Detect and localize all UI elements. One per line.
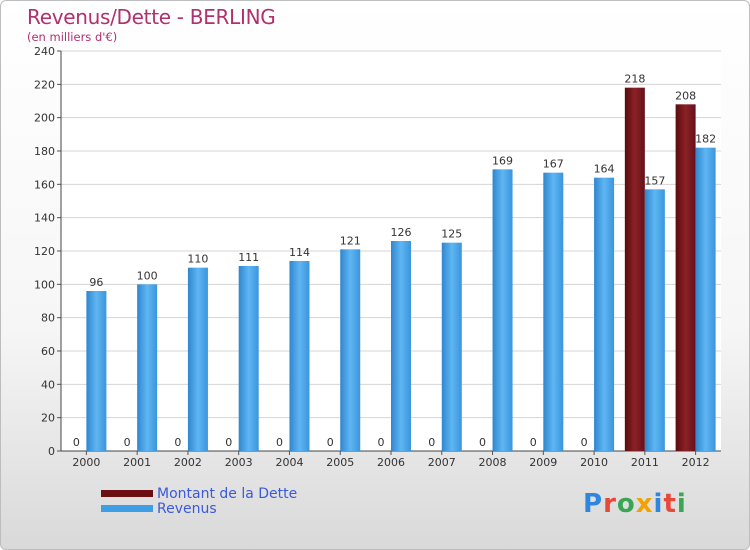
x-tick-label: 2000 <box>72 456 100 469</box>
y-tick-label: 200 <box>34 112 55 125</box>
data-label-revenue: 169 <box>492 154 513 167</box>
data-label-revenue: 182 <box>695 133 716 146</box>
data-label-revenue: 125 <box>441 228 462 241</box>
legend-label-revenue: Revenus <box>157 501 217 517</box>
x-tick-label: 2001 <box>123 456 151 469</box>
x-tick-label: 2007 <box>428 456 456 469</box>
y-tick-label: 100 <box>34 278 55 291</box>
legend-swatch-debt <box>101 489 153 497</box>
x-tick-label: 2003 <box>225 456 253 469</box>
data-label-revenue: 167 <box>543 158 564 171</box>
logo-letter: x <box>635 489 654 519</box>
bar-debt <box>675 104 696 451</box>
x-tick-label: 2011 <box>631 456 659 469</box>
x-tick-label: 2002 <box>174 456 202 469</box>
logo-letter: r <box>603 489 617 519</box>
y-tick-label: 220 <box>34 78 55 91</box>
data-label-revenue: 111 <box>238 251 259 264</box>
logo-letter: o <box>616 489 636 519</box>
data-label-revenue: 100 <box>137 269 158 282</box>
y-tick-label: 240 <box>34 45 55 58</box>
proxiti-logo: Proxiti <box>583 489 687 519</box>
x-tick-label: 2010 <box>580 456 608 469</box>
data-label-revenue: 114 <box>289 246 310 259</box>
bar-revenue <box>238 266 259 451</box>
bar-revenue <box>86 291 107 451</box>
legend-item-debt: Montant de la Dette <box>101 487 297 502</box>
data-label-revenue: 110 <box>187 253 208 266</box>
data-label-debt: 218 <box>624 73 645 86</box>
bar-revenue <box>391 241 411 451</box>
data-label-revenue: 126 <box>391 226 412 239</box>
data-label-debt: 208 <box>675 89 696 102</box>
bar-revenue <box>137 284 158 451</box>
logo-letter: t <box>663 489 677 519</box>
y-tick-label: 140 <box>34 212 55 225</box>
bar-revenue <box>340 249 361 451</box>
data-label-debt: 0 <box>276 436 283 449</box>
legend-label-debt: Montant de la Dette <box>157 486 298 502</box>
bar-revenue <box>695 147 716 451</box>
legend: Montant de la Dette Revenus <box>101 487 297 517</box>
x-tick-label: 2009 <box>529 456 557 469</box>
x-tick-label: 2012 <box>682 456 710 469</box>
y-tick-label: 160 <box>34 178 55 191</box>
x-tick-label: 2006 <box>377 456 405 469</box>
x-tick-label: 2008 <box>479 456 507 469</box>
y-tick-label: 0 <box>48 445 55 458</box>
logo-letter: P <box>583 489 604 519</box>
x-tick-label: 2004 <box>275 456 303 469</box>
data-label-revenue: 96 <box>89 276 103 289</box>
data-label-debt: 0 <box>378 436 385 449</box>
y-tick-label: 120 <box>34 245 55 258</box>
y-tick-label: 60 <box>41 345 55 358</box>
data-label-debt: 0 <box>581 436 588 449</box>
data-label-debt: 0 <box>174 436 181 449</box>
data-label-debt: 0 <box>530 436 537 449</box>
data-label-debt: 0 <box>327 436 334 449</box>
legend-swatch-revenue <box>101 504 153 512</box>
bar-revenue <box>441 242 462 451</box>
bar-revenue <box>289 261 310 451</box>
y-tick-label: 20 <box>41 412 55 425</box>
y-tick-label: 40 <box>41 378 55 391</box>
data-label-revenue: 121 <box>340 234 361 247</box>
bar-debt <box>624 87 645 452</box>
data-label-debt: 0 <box>73 436 80 449</box>
chart-subtitle: (en milliers d'€) <box>27 30 118 44</box>
chart-title: Revenus/Dette - BERLING <box>27 5 276 29</box>
bar-revenue <box>644 189 665 452</box>
logo-letter: i <box>653 489 664 519</box>
y-tick-label: 180 <box>34 145 55 158</box>
x-tick-label: 2005 <box>326 456 354 469</box>
bar-revenue <box>543 172 564 451</box>
data-label-debt: 0 <box>225 436 232 449</box>
data-label-debt: 0 <box>479 436 486 449</box>
bar-revenue <box>187 267 208 451</box>
bar-revenue <box>492 169 513 452</box>
logo-letter: i <box>676 489 687 519</box>
data-label-revenue: 164 <box>594 163 615 176</box>
data-label-revenue: 157 <box>644 174 665 187</box>
bar-revenue <box>594 177 615 451</box>
data-label-debt: 0 <box>124 436 131 449</box>
legend-item-revenue: Revenus <box>101 502 297 517</box>
data-label-debt: 0 <box>428 436 435 449</box>
y-tick-label: 80 <box>41 312 55 325</box>
